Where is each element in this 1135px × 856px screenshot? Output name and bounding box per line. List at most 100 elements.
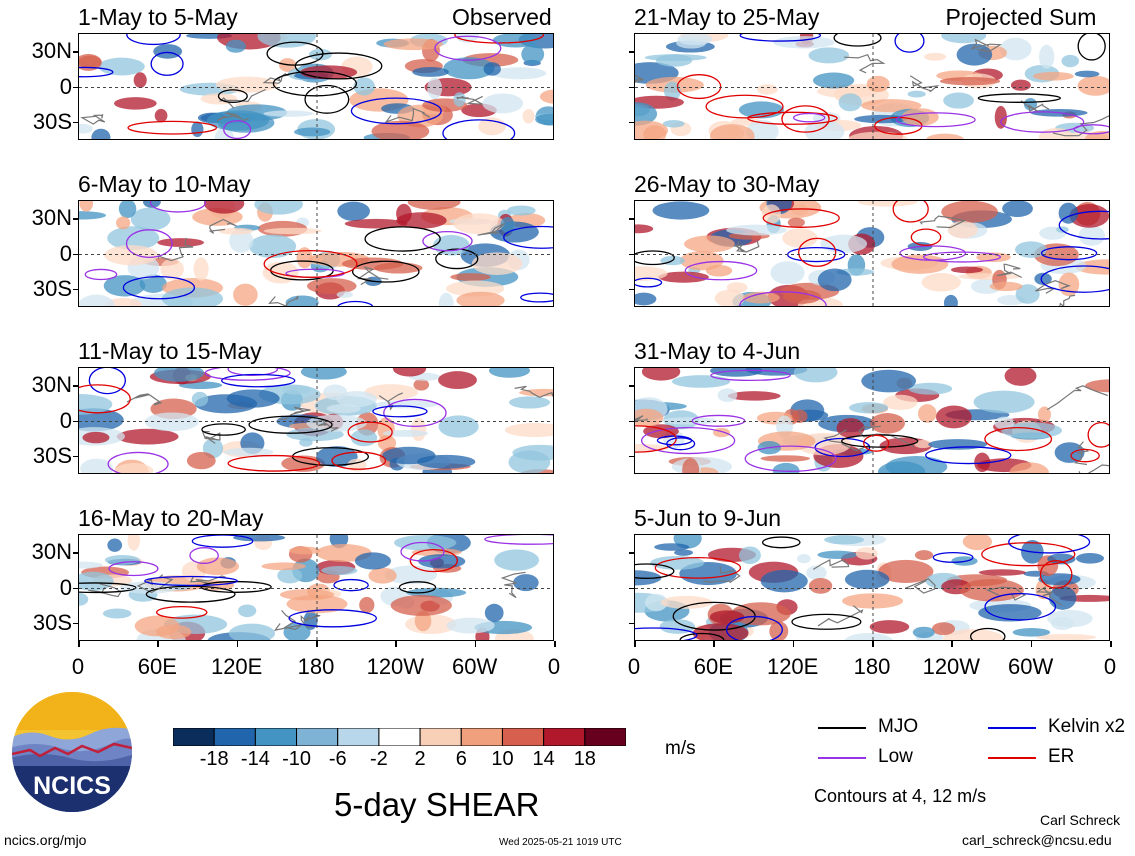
shear-shading bbox=[154, 108, 168, 123]
shear-shading bbox=[277, 567, 303, 584]
shear-shading bbox=[410, 417, 427, 442]
shear-shading bbox=[635, 292, 657, 306]
shear-shading bbox=[857, 201, 918, 207]
panel-title: 6-May to 10-May bbox=[78, 171, 251, 197]
shear-shading bbox=[336, 291, 354, 298]
shear-shading bbox=[914, 439, 932, 449]
contour-line bbox=[1040, 265, 1109, 293]
colorbar-tick-label: 10 bbox=[491, 748, 514, 770]
shear-shading bbox=[791, 409, 808, 423]
shear-shading bbox=[1037, 406, 1051, 423]
shear-shading bbox=[950, 266, 984, 274]
lon-tick-label: 0 bbox=[71, 654, 85, 679]
contour-note: Contours at 4, 12 m/s bbox=[814, 786, 987, 806]
shear-shading bbox=[994, 105, 1007, 129]
shear-shading bbox=[488, 368, 531, 378]
coastline bbox=[1046, 385, 1108, 411]
shear-shading bbox=[102, 608, 132, 619]
contour-line bbox=[304, 84, 350, 114]
shear-shading bbox=[79, 211, 107, 220]
contour-line bbox=[503, 225, 553, 249]
contour-line bbox=[364, 226, 441, 252]
shear-shading bbox=[427, 77, 443, 100]
shear-shading bbox=[392, 368, 427, 377]
shear-shading bbox=[215, 76, 278, 93]
shear-shading bbox=[842, 593, 904, 609]
lon-tick-label: 60W bbox=[1008, 654, 1054, 679]
shear-shading bbox=[926, 133, 964, 139]
shear-shading bbox=[660, 595, 713, 609]
shear-shading bbox=[238, 604, 257, 618]
coastline bbox=[262, 72, 289, 84]
lat-tick bbox=[629, 385, 634, 387]
logo-text: NCICS bbox=[33, 772, 111, 800]
colorbar-tick-label: -10 bbox=[282, 748, 311, 770]
shear-shading bbox=[153, 44, 183, 59]
coastline bbox=[919, 215, 967, 229]
lat-tick bbox=[629, 86, 634, 88]
shear-shading bbox=[760, 455, 810, 462]
shear-shading bbox=[509, 396, 551, 409]
shear-shading bbox=[483, 62, 501, 76]
colorbar-tick-label: -18 bbox=[199, 748, 229, 770]
shear-shading bbox=[134, 615, 180, 637]
chart-title: 5-day SHEAR bbox=[334, 786, 540, 823]
contour-line bbox=[910, 228, 942, 246]
contour-line bbox=[84, 268, 118, 281]
shear-shading bbox=[1004, 368, 1037, 386]
shear-shading bbox=[414, 610, 432, 632]
lat-tick-label: 30S bbox=[32, 609, 72, 635]
shear-shading bbox=[118, 201, 137, 219]
shear-shading bbox=[978, 569, 1026, 576]
shear-shading bbox=[263, 110, 314, 117]
shear-shading bbox=[225, 39, 246, 53]
shear-shading bbox=[233, 283, 258, 306]
contour-line bbox=[337, 300, 374, 306]
shear-shading bbox=[1078, 225, 1106, 246]
shear-shading bbox=[453, 92, 466, 107]
contour-line bbox=[294, 52, 383, 80]
contour-line bbox=[189, 547, 219, 564]
shear-shading bbox=[300, 368, 347, 380]
lat-tick bbox=[629, 121, 634, 124]
shear-shading bbox=[1038, 44, 1055, 69]
lon-tick bbox=[713, 641, 715, 647]
shear-shading bbox=[456, 291, 505, 306]
contour-line bbox=[984, 592, 1057, 621]
shear-shading bbox=[344, 218, 408, 229]
shear-shading bbox=[418, 554, 466, 569]
shear-shading bbox=[127, 535, 140, 551]
coastline bbox=[812, 559, 850, 570]
shear-shading bbox=[307, 278, 357, 295]
shear-shading bbox=[870, 413, 905, 434]
shear-shading bbox=[817, 550, 858, 559]
lat-tick-label: 0 bbox=[59, 240, 72, 266]
shear-shading bbox=[676, 37, 707, 49]
shear-shading bbox=[921, 273, 961, 292]
shear-shading bbox=[371, 120, 430, 139]
source-url[interactable]: ncics.org/mjo bbox=[4, 832, 87, 848]
shear-shading bbox=[396, 212, 447, 229]
shear-shading bbox=[116, 428, 179, 445]
legend-line-er bbox=[988, 757, 1036, 759]
lat-tick bbox=[73, 51, 78, 53]
shear-shading bbox=[506, 205, 536, 216]
shear-shading bbox=[482, 93, 524, 114]
lat-tick-label: 0 bbox=[59, 73, 72, 99]
shear-shading bbox=[500, 217, 515, 234]
shear-shading bbox=[746, 119, 779, 139]
shear-shading bbox=[453, 213, 505, 235]
shear-shading bbox=[522, 108, 535, 124]
shear-shading bbox=[1085, 379, 1109, 393]
shear-shading bbox=[218, 227, 254, 235]
legend-label: MJO bbox=[878, 716, 919, 737]
shear-shading bbox=[817, 268, 852, 292]
shear-shading bbox=[773, 36, 835, 49]
shear-shading bbox=[928, 439, 988, 450]
shear-shading bbox=[1074, 70, 1100, 78]
shear-shading bbox=[878, 461, 926, 473]
contour-line bbox=[409, 548, 458, 573]
colorbar-tick-label: -2 bbox=[370, 748, 388, 770]
shear-shading bbox=[939, 77, 1001, 86]
legend-line-low bbox=[818, 757, 866, 759]
